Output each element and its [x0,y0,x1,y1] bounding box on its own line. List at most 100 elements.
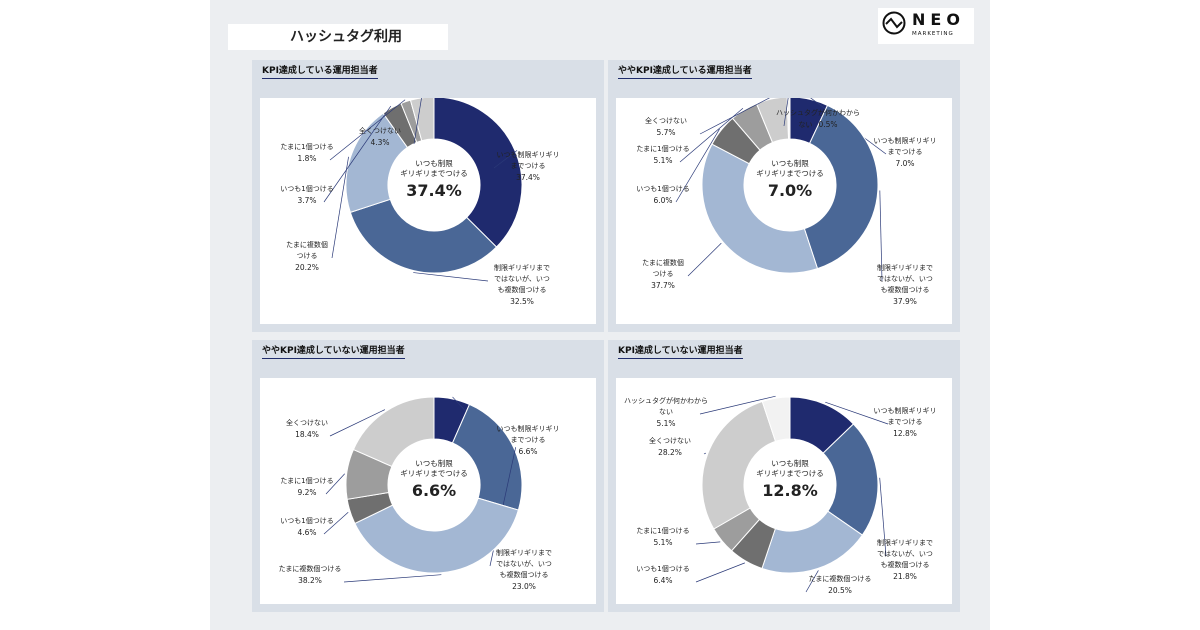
center-caption: いつも制限 ギリギリまでつける [756,459,824,478]
slice-label-text: いつも1個つける [280,517,334,525]
center-label: いつも制限 ギリギリまでつける 7.0% [740,159,840,203]
chart-panel: ややKPI達成している運用担当者 いつも制限 ギリギリまでつける 7.0% いつも制限… [608,60,960,332]
slice-never [701,400,777,530]
slice-label-always_one: いつも1個つける 6.4% [618,564,708,586]
leader-line [879,477,887,557]
slice-label-multi: 制限ギリギリまで ではないが、いつ も複数個つける 23.0% [479,548,569,592]
slice-value: 20.5% [828,586,852,595]
slice-never [352,396,435,468]
slice-label-text: 制限ギリギリまで ではないが、いつ も複数個つける [877,539,933,569]
leader-line [413,98,422,145]
slice-value: 5.7% [656,128,676,137]
leader-line [413,272,489,282]
donut-chart: いつも制限 ギリギリまでつける 7.0% いつも制限ギリギリ までつける 7.0% 制限… [616,98,952,324]
slice-unknown [786,98,791,140]
donut-svg [323,98,523,282]
slice-never [409,98,435,142]
leader-line [703,452,707,455]
leader-line [331,156,349,259]
slice-label-text: たまに複数個つける [808,575,872,583]
slice-value: 0.5% [818,120,838,129]
slice-label-text: たまに複数個つける [278,565,342,573]
slice-label-unknown: ハッシュタグが何かわからない 5.1% [621,396,711,429]
slice-multi [803,104,879,270]
slice-label-sometimes_one: たまに1個つける 5.1% [618,144,708,166]
slice-label-always_one: いつも1個つける 3.7% [262,184,352,206]
slice-label-sometimes_multi: たまに複数個つける 20.5% [795,574,885,596]
slice-label-text: 全くつけない [649,437,691,445]
center-value: 12.8% [762,481,818,500]
donut-chart: いつも制限 ギリギリまでつける 6.6% いつも制限ギリギリ までつける 6.6% 制限… [260,378,596,604]
slice-multi [451,403,523,511]
slice-label-text: 制限ギリギリまで ではないが、いつ も複数個つける [877,264,933,294]
slice-value: 23.0% [512,582,536,591]
slice-label-sometimes_one: たまに1個つける 5.1% [618,526,708,548]
slice-label-text: いつも制限ギリギリ までつける [873,407,937,426]
slice-value: 38.2% [298,576,322,585]
slice-label-text: たまに複数個 つける [286,241,328,260]
slice-value: 5.1% [653,538,673,547]
slice-always_limit [433,98,523,248]
slice-label-unknown: ハッシュタグが何かわからない 0.5% [773,108,863,131]
center-value: 7.0% [767,181,813,200]
slice-label-text: いつも1個つける [636,565,690,573]
slice-label-sometimes_multi: たまに複数個 つける 37.7% [618,258,708,291]
slice-label-text: いつも1個つける [280,185,334,193]
slice-value: 18.4% [295,430,319,439]
slice-value: 37.7% [651,281,675,290]
leader-line [695,541,721,545]
donut-chart: いつも制限 ギリギリまでつける 12.8% いつも制限ギリギリ までつける 12.8%… [616,378,952,604]
slice-label-text: いつも制限ギリギリ までつける [496,425,560,444]
page-title: ハッシュタグ利用 [228,24,448,50]
slice-value: 1.8% [297,154,317,163]
chart-title: KPI達成していない運用担当者 [618,343,743,359]
slice-label-always_limit: いつも制限ギリギリ までつける 12.8% [860,406,950,439]
slice-value: 12.8% [893,429,917,438]
slice-label-sometimes_multi: たまに複数個つける 38.2% [265,564,355,586]
slice-label-text: たまに1個つける [280,477,334,485]
slice-value: 4.6% [297,528,317,537]
leader-line [805,570,819,593]
slice-label-never: 全くつけない 5.7% [621,116,711,138]
slice-value: 28.2% [658,448,682,457]
slice-label-never: 全くつけない 18.4% [262,418,352,440]
slice-sometimes_multi [354,497,519,574]
center-label: いつも制限 ギリギリまでつける 6.6% [384,459,484,503]
brand-logo: NEO MARKETING [878,8,974,44]
leader-line [323,512,349,535]
slice-label-text: 全くつけない [645,117,687,125]
slice-label-text: いつも1個つける [636,185,690,193]
slice-value: 9.2% [297,488,317,497]
slice-label-never: 全くつけない 28.2% [625,436,715,458]
slice-label-always_one: いつも1個つける 4.6% [262,516,352,538]
slice-value: 3.7% [297,196,317,205]
chart-title: ややKPI達成していない運用担当者 [262,343,405,359]
slice-label-text: たまに複数個 つける [642,259,684,278]
logo-wave-icon [882,11,906,35]
slice-value: 21.8% [893,572,917,581]
slice-label-text: いつも制限ギリギリ までつける [496,151,560,170]
slice-label-text: 全くつけない [359,127,401,135]
leader-line [695,562,746,583]
chart-title: KPI達成している運用担当者 [262,63,378,79]
slice-label-text: 全くつけない [286,419,328,427]
slice-label-never: 全くつけない 4.3% [335,126,425,148]
slice-label-always_one: いつも1個つける 6.0% [618,184,708,206]
leader-line [323,105,392,203]
slice-label-always_limit: いつも制限ギリギリ までつける 6.6% [483,424,573,457]
chart-title: ややKPI達成している運用担当者 [618,63,752,79]
slice-label-sometimes_one: たまに1個つける 9.2% [262,476,352,498]
leader-line [699,395,776,415]
slice-unknown [761,396,791,442]
slice-label-text: たまに1個つける [636,527,690,535]
slice-label-sometimes_one: たまに1個つける 1.8% [262,142,352,164]
slide: ハッシュタグ利用 NEO MARKETING KPI達成している運用担当者いつも… [210,0,990,630]
donut-svg [323,396,523,583]
leader-line [329,409,385,437]
donut-chart: いつも制限 ギリギリまでつける 37.4% いつも制限ギリギリ までつける 37.4%… [260,98,596,324]
slice-label-text: いつも制限ギリギリ までつける [873,137,937,156]
slice-value: 20.2% [295,263,319,272]
leader-line [329,99,406,161]
slice-label-multi: 制限ギリギリまで ではないが、いつ も複数個つける 37.9% [860,263,950,307]
slice-value: 7.0% [895,159,915,168]
